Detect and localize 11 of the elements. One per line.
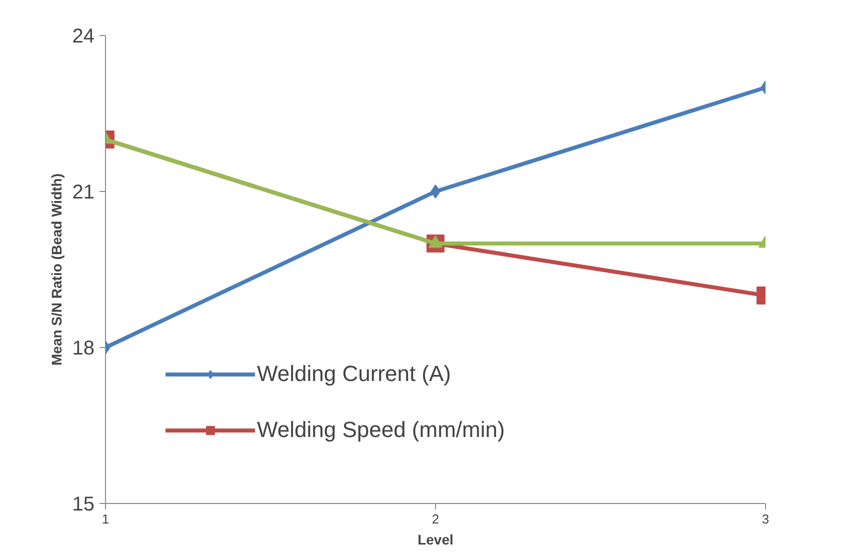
x-tick-label: 3	[762, 512, 770, 526]
legend-label: Welding Current (A)	[257, 361, 451, 387]
y-tick-label: 15	[72, 494, 95, 516]
x-tick-label: 2	[432, 512, 440, 526]
y-tick-label: 21	[72, 182, 95, 204]
x-axis-title: Level	[418, 532, 454, 548]
y-axis-title: Mean S/N Ratio (Bead Width)	[48, 173, 64, 366]
legend-label: Welding Speed (mm/min)	[257, 417, 505, 443]
x-tick-label: 1	[102, 512, 110, 526]
y-tick-label: 24	[72, 26, 95, 48]
y-tick-label: 18	[72, 338, 95, 360]
